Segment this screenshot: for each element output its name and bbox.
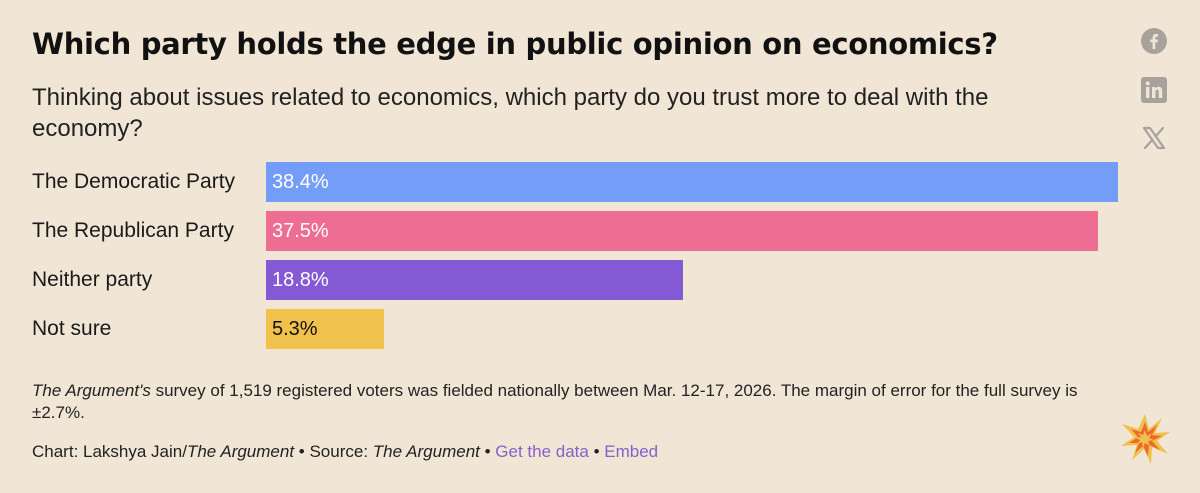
value-label: 5.3% bbox=[272, 318, 318, 340]
chart-title: Which party holds the edge in public opi… bbox=[32, 27, 998, 61]
category-label: Neither party bbox=[32, 268, 153, 291]
bar[interactable] bbox=[266, 260, 683, 300]
chart-subtitle: Thinking about issues related to economi… bbox=[32, 84, 989, 142]
category-label: Not sure bbox=[32, 317, 112, 340]
get-data-link[interactable]: Get the data bbox=[495, 442, 589, 461]
facebook-icon[interactable] bbox=[1140, 27, 1168, 55]
linkedin-icon[interactable] bbox=[1140, 76, 1168, 104]
survey-note-text: survey of 1,519 registered voters was fi… bbox=[32, 381, 1078, 422]
source-prefix: Source: bbox=[309, 442, 373, 461]
bar[interactable] bbox=[266, 211, 1098, 251]
category-label: The Democratic Party bbox=[32, 170, 236, 193]
separator: • bbox=[294, 442, 310, 461]
survey-note: The Argument's survey of 1,519 registere… bbox=[32, 380, 1122, 424]
x-icon[interactable] bbox=[1140, 124, 1168, 152]
bar[interactable] bbox=[266, 162, 1118, 202]
survey-source-name: The Argument's bbox=[32, 381, 151, 400]
value-label: 37.5% bbox=[272, 220, 329, 242]
value-label: 18.8% bbox=[272, 269, 329, 291]
separator: • bbox=[479, 442, 496, 461]
source-org: The Argument bbox=[372, 442, 480, 461]
embed-link[interactable]: Embed bbox=[604, 442, 659, 461]
credit-org: The Argument bbox=[186, 442, 295, 461]
category-label: The Republican Party bbox=[32, 219, 234, 242]
value-label: 38.4% bbox=[272, 171, 329, 193]
separator: • bbox=[588, 442, 605, 461]
bar[interactable] bbox=[266, 309, 384, 349]
the-argument-logo-icon bbox=[1121, 414, 1170, 464]
credits-line: Chart: Lakshya Jain/The Argument • Sourc… bbox=[32, 441, 658, 463]
credit-prefix: Chart: Lakshya Jain/ bbox=[32, 442, 187, 461]
